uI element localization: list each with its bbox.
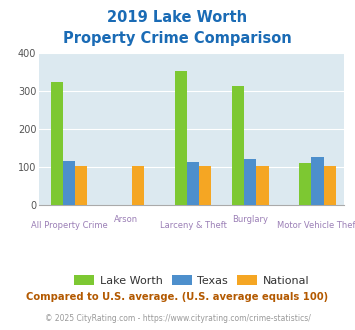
Text: Property Crime Comparison: Property Crime Comparison bbox=[63, 31, 292, 46]
Bar bbox=[75, 166, 87, 205]
Bar bbox=[244, 159, 256, 205]
Legend: Lake Worth, Texas, National: Lake Worth, Texas, National bbox=[70, 271, 313, 290]
Text: © 2025 CityRating.com - https://www.cityrating.com/crime-statistics/: © 2025 CityRating.com - https://www.city… bbox=[45, 314, 310, 323]
Text: Compared to U.S. average. (U.S. average equals 100): Compared to U.S. average. (U.S. average … bbox=[26, 292, 329, 302]
Bar bbox=[132, 166, 144, 205]
Bar bbox=[311, 157, 323, 205]
Bar bbox=[323, 166, 335, 205]
Bar bbox=[299, 163, 311, 205]
Text: Motor Vehicle Theft: Motor Vehicle Theft bbox=[277, 221, 355, 230]
Text: Larceny & Theft: Larceny & Theft bbox=[160, 221, 227, 230]
Text: Burglary: Burglary bbox=[233, 215, 268, 224]
Bar bbox=[63, 161, 75, 205]
Bar bbox=[200, 166, 212, 205]
Text: All Property Crime: All Property Crime bbox=[31, 221, 108, 230]
Text: Arson: Arson bbox=[114, 215, 138, 224]
Text: 2019 Lake Worth: 2019 Lake Worth bbox=[108, 10, 247, 25]
Bar bbox=[175, 71, 187, 205]
Bar bbox=[187, 162, 200, 205]
Bar bbox=[51, 82, 63, 205]
Bar bbox=[232, 86, 244, 205]
Bar bbox=[256, 166, 268, 205]
